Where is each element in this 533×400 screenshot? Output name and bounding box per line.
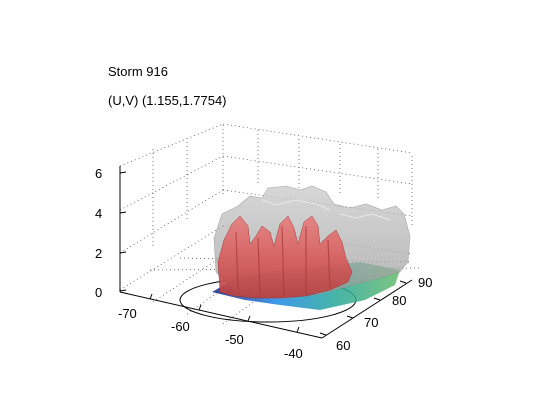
y-tick-60: 60: [336, 338, 350, 353]
z-tick-4: 4: [95, 206, 102, 221]
outer-isosurface-ridge: [261, 199, 391, 221]
figure-title: Storm 916: [108, 64, 168, 79]
y-tick-70: 70: [364, 315, 378, 330]
x-tick-neg50: -50: [225, 332, 244, 347]
x-tick-neg60: -60: [171, 319, 190, 334]
z-tick-2: 2: [95, 246, 102, 261]
y-tick-80: 80: [392, 293, 406, 308]
figure-subtitle: (U,V) (1.155,1.7754): [108, 93, 227, 108]
inner-isosurface: [217, 215, 353, 299]
z-tick-0: 0: [95, 285, 102, 300]
x-tick-neg40: -40: [284, 346, 303, 361]
y-tick-90: 90: [418, 275, 432, 290]
x-tick-neg70: -70: [118, 306, 137, 321]
axis-box: [119, 166, 413, 339]
inner-isosurface-shading: [235, 225, 331, 297]
z-tick-6: 6: [95, 166, 102, 181]
